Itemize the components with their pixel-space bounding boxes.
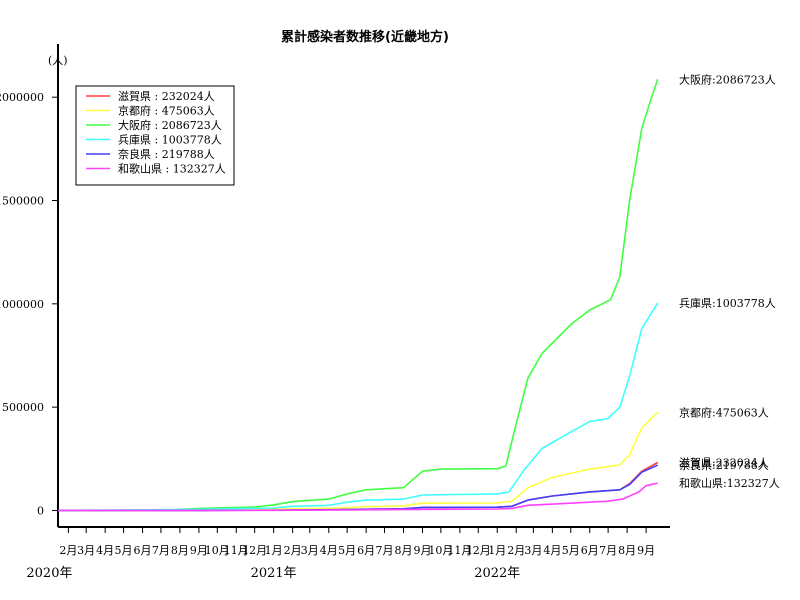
x-year-label: 2020年 xyxy=(26,566,72,581)
series-line-和歌山県 xyxy=(57,482,658,512)
series-line-大阪府 xyxy=(57,79,659,512)
x-tick-label: 2月 xyxy=(507,544,525,557)
y-tick-label: 0 xyxy=(37,504,44,517)
end-label-滋賀県: 滋賀県:232024人 xyxy=(679,457,769,470)
legend-entry: 滋賀県 : 232024人 xyxy=(118,90,215,103)
end-labels: 滋賀県:232024人京都府:475063人大阪府:2086723人兵庫県:10… xyxy=(679,72,780,490)
x-tick-label: 8月 xyxy=(171,544,189,557)
x-tick-label: 1月 xyxy=(488,544,506,557)
x-tick-label: 8月 xyxy=(618,544,636,557)
x-tick-label: 2月 xyxy=(284,544,302,557)
x-tick-label: 8月 xyxy=(395,544,413,557)
legend-entry: 奈良県 : 219788人 xyxy=(118,147,215,161)
x-tick-label: 9月 xyxy=(414,544,432,557)
legend-entry: 大阪府 : 2086723人 xyxy=(118,118,222,132)
x-tick-label: 11月 xyxy=(447,544,472,557)
y-tick-label: 500000 xyxy=(2,401,44,414)
x-tick-label: 4月 xyxy=(96,544,114,557)
end-label-京都府: 京都府:475063人 xyxy=(679,405,769,419)
y-tick-label: 1500000 xyxy=(0,195,44,208)
legend-entry: 和歌山県 : 132327人 xyxy=(118,162,226,176)
x-tick-label: 5月 xyxy=(562,544,580,557)
x-tick-label: 5月 xyxy=(115,544,133,557)
chart-title: 累計感染者数推移(近畿地方) xyxy=(281,29,449,45)
x-year-label: 2022年 xyxy=(474,566,520,581)
series-line-京都府 xyxy=(57,411,659,512)
x-tick-label: 3月 xyxy=(301,544,319,557)
x-tick-label: 10月 xyxy=(205,544,230,557)
y-tick-label: 2000000 xyxy=(0,91,44,104)
x-tick-label: 4月 xyxy=(543,544,561,557)
x-tick-label: 1月 xyxy=(265,544,283,557)
x-tick-label: 6月 xyxy=(357,544,375,557)
x-tick-label: 7月 xyxy=(599,544,617,557)
end-label-兵庫県: 兵庫県:1003778人 xyxy=(679,296,776,310)
x-tick-label: 3月 xyxy=(524,544,542,557)
x-tick-label: 6月 xyxy=(134,544,152,557)
x-tick-label: 4月 xyxy=(320,544,338,557)
x-tick-label: 9月 xyxy=(637,544,655,557)
legend-entry: 兵庫県 : 1003778人 xyxy=(118,133,222,147)
x-tick-label: 12月 xyxy=(466,544,491,557)
end-label-和歌山県: 和歌山県:132327人 xyxy=(679,476,780,490)
end-label-奈良県: 奈良県:219788人 xyxy=(679,458,769,472)
y-axis: 0 500000 1000000 1500000 2000000 xyxy=(0,44,59,527)
x-tick-label: 5月 xyxy=(338,544,356,557)
x-tick-label: 7月 xyxy=(376,544,394,557)
x-tick-label: 12月 xyxy=(242,544,267,557)
series-lines xyxy=(57,79,659,512)
x-tick-label: 7月 xyxy=(152,544,170,557)
x-year-label: 2021年 xyxy=(251,566,297,581)
x-tick-label: 11月 xyxy=(224,544,249,557)
x-tick-label: 3月 xyxy=(77,544,95,557)
legend-entry: 京都府 : 475063人 xyxy=(118,104,215,118)
end-label-大阪府: 大阪府:2086723人 xyxy=(679,72,776,86)
series-line-兵庫県 xyxy=(57,302,659,512)
x-tick-label: 9月 xyxy=(190,544,208,557)
x-tick-label: 6月 xyxy=(581,544,599,557)
x-tick-label: 10月 xyxy=(428,544,453,557)
x-tick-label: 2月 xyxy=(59,544,77,557)
y-tick-label: 1000000 xyxy=(0,298,44,311)
